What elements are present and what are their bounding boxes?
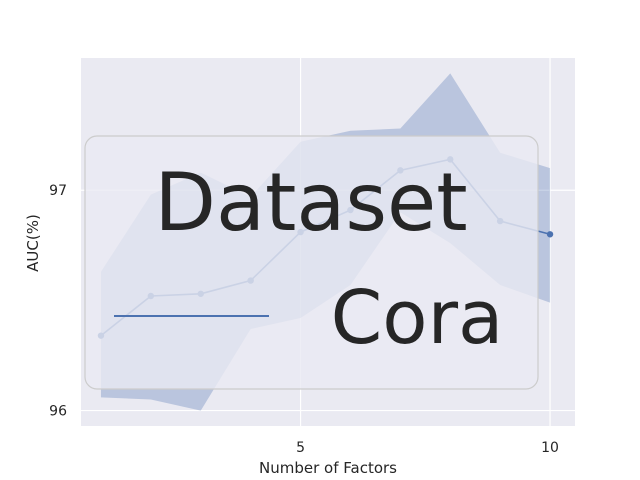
- legend-entry-cora: Cora: [331, 275, 504, 361]
- x-tick-label: 10: [541, 440, 559, 456]
- legend-box: [84, 135, 539, 390]
- y-tick-label: 97: [49, 183, 67, 199]
- x-axis-label: Number of Factors: [259, 459, 397, 477]
- y-tick-label: 96: [49, 404, 67, 420]
- x-tick-label: 5: [296, 440, 305, 456]
- legend: Dataset Cora: [84, 135, 539, 390]
- x-tick-labels: 5 10: [296, 440, 559, 456]
- y-axis-label: AUC(%): [24, 214, 42, 272]
- y-tick-labels: 96 97: [49, 183, 67, 419]
- legend-title: Dataset: [154, 156, 467, 249]
- data-point: [546, 231, 554, 238]
